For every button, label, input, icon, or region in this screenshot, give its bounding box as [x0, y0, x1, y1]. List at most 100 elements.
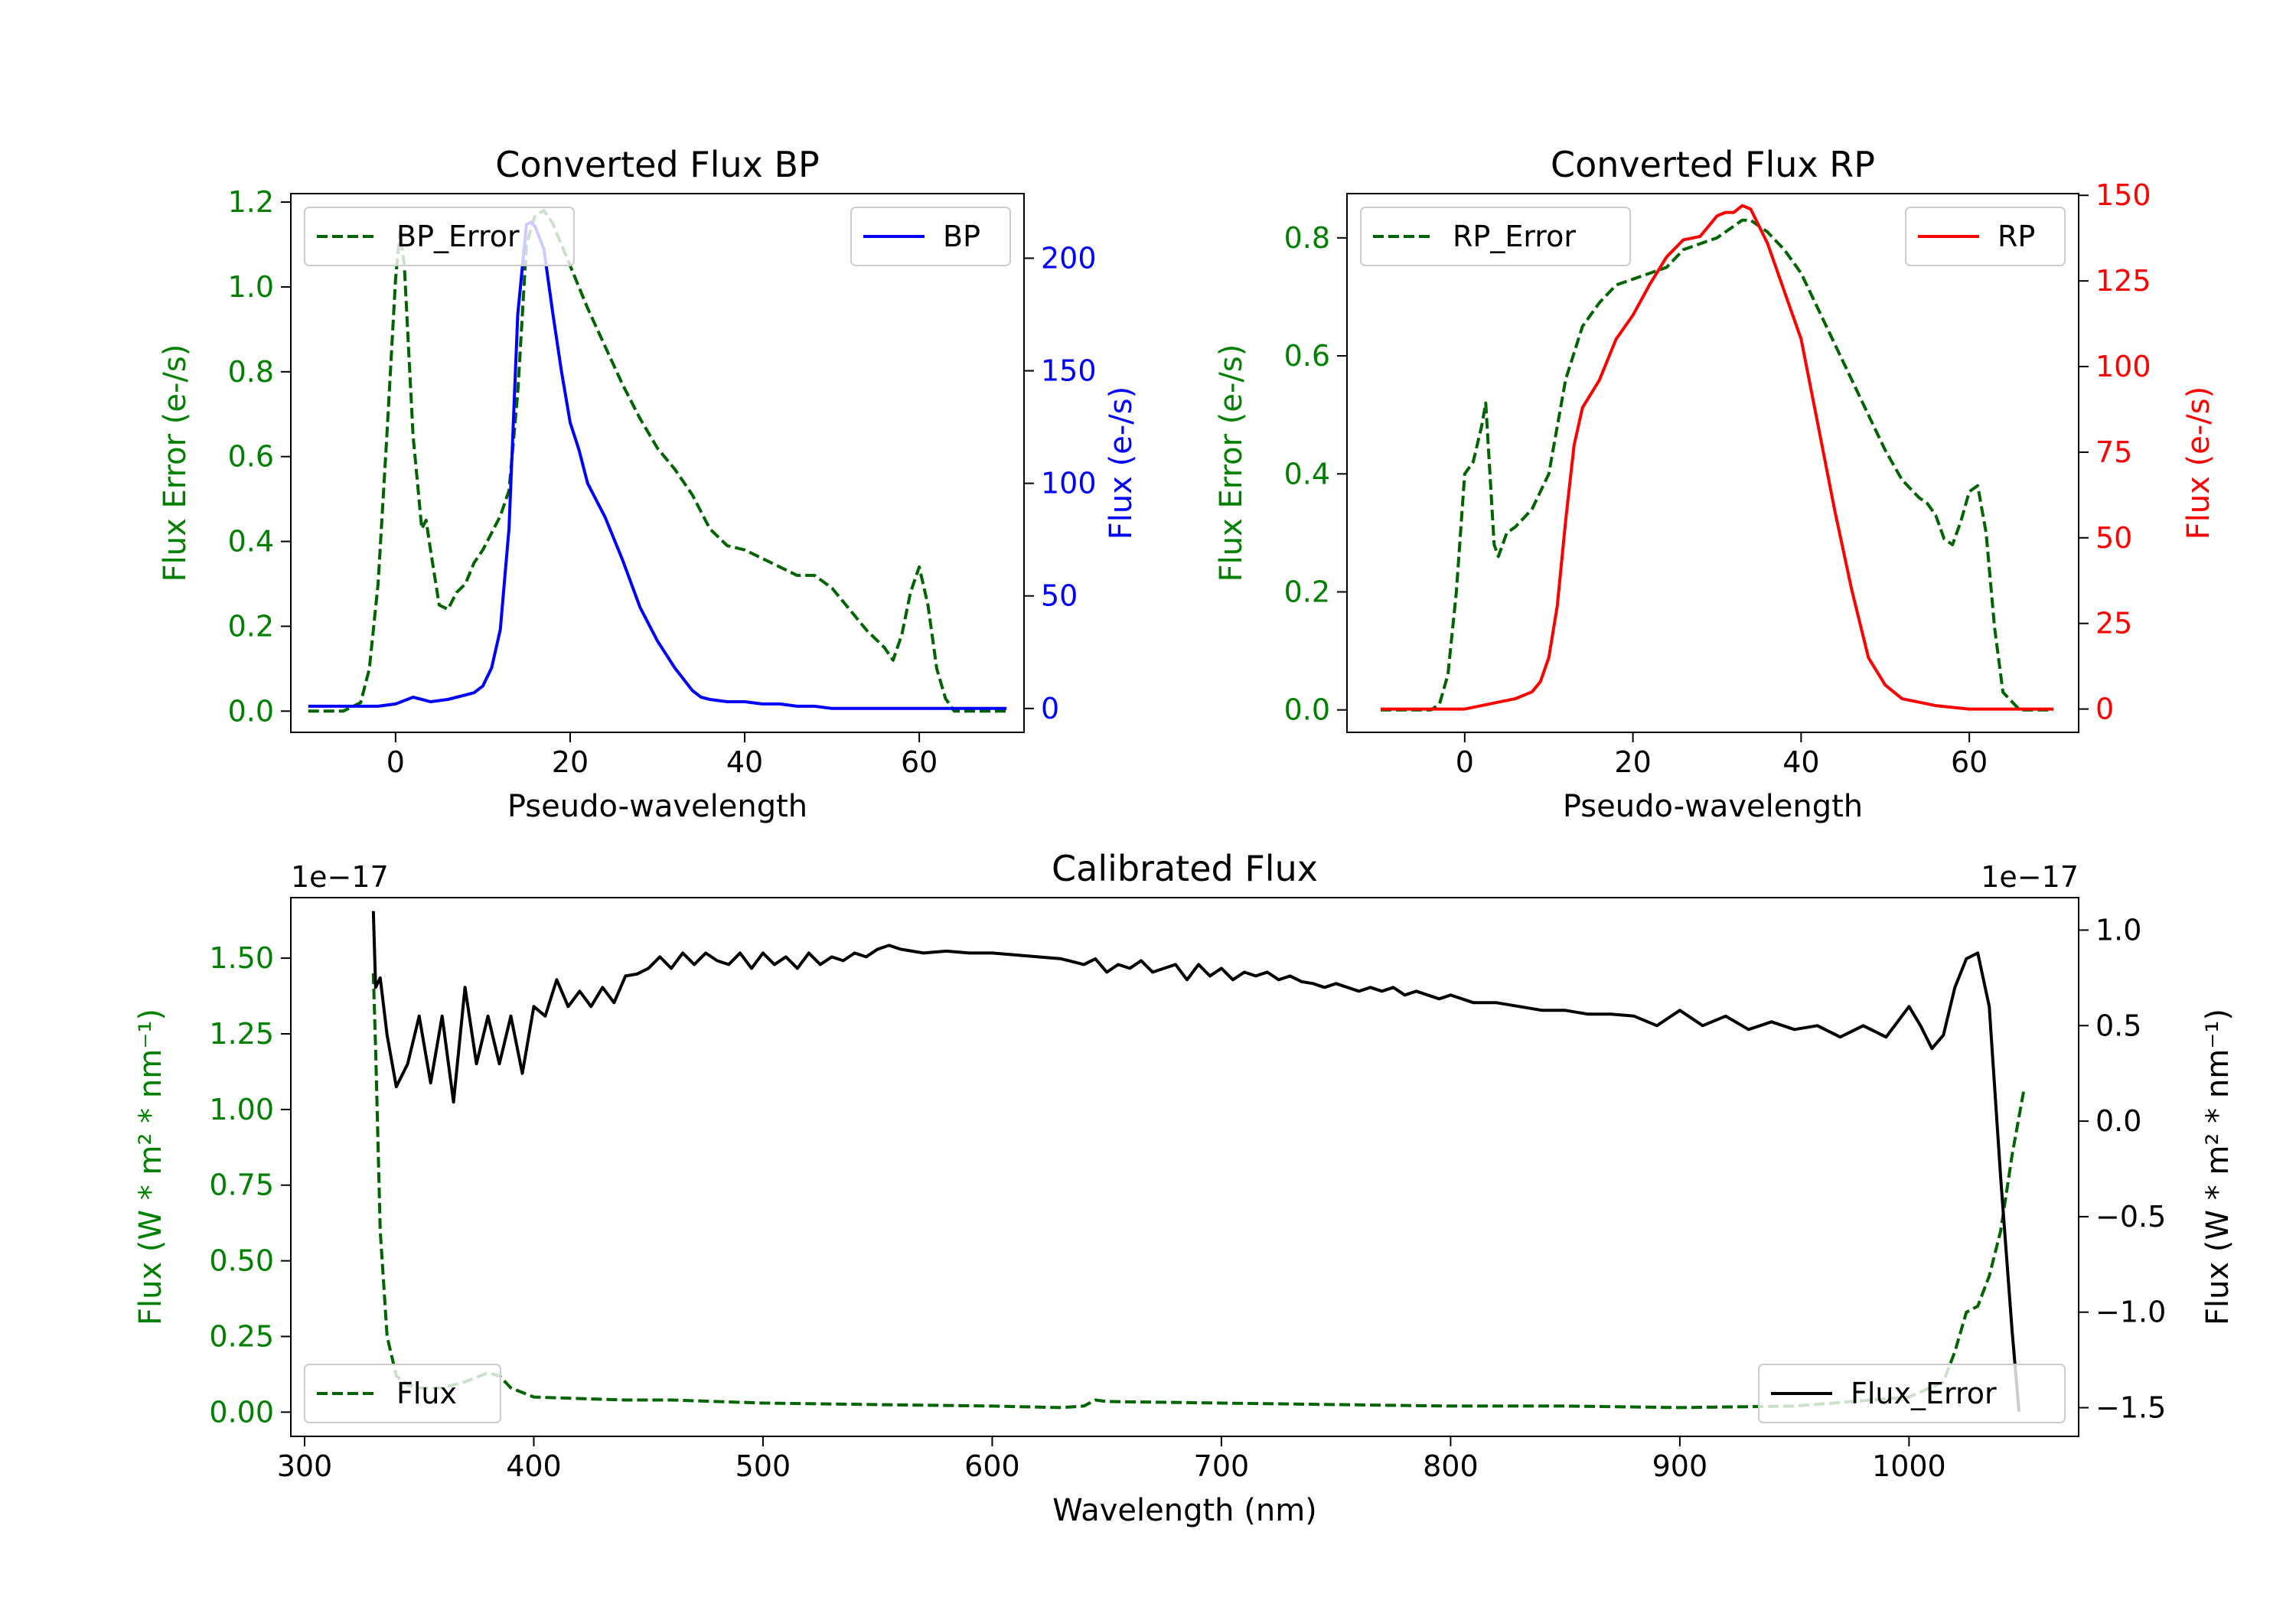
chart-panel-cal: 300 400 500 600 700 800 900 1000 0.00 0.25 0.50 0.7… [133, 848, 2236, 1528]
x-tick-label: 500 [735, 1449, 791, 1483]
y-tick-label-left: 0.0 [228, 694, 274, 728]
legend-flux-error: Flux_Error [1758, 1364, 2066, 1423]
x-tick-label: 800 [1423, 1449, 1479, 1483]
y-axis-label-right: Flux (W * m² * nm⁻¹) [2200, 1009, 2236, 1325]
y-tick-label-right: 1.0 [2095, 913, 2141, 947]
chart-title: Converted Flux BP [495, 144, 820, 185]
legend-bp-error: BP_Error [304, 207, 575, 266]
y-tick-label-left: 0.2 [1284, 575, 1330, 608]
y-tick-label-right: 0.0 [2095, 1104, 2141, 1138]
y-tick-label-left: 1.25 [209, 1017, 274, 1051]
y-axis-label-left: Flux (W * m² * nm⁻¹) [133, 1009, 168, 1325]
legend-label: RP_Error [1453, 220, 1576, 253]
y-tick-label-right: −1.5 [2095, 1391, 2166, 1425]
y-tick-label-right: 0.5 [2095, 1009, 2141, 1042]
y-tick-label-left: 0.0 [1284, 693, 1330, 727]
legend-box [1905, 207, 2066, 266]
y-tick-label-left: 0.25 [209, 1319, 274, 1353]
legend-rp-error: RP_Error [1360, 207, 1631, 266]
x-tick-label: 1000 [1872, 1449, 1946, 1483]
y-tick-label-right: 150 [1041, 354, 1097, 388]
x-tick-label: 400 [506, 1449, 562, 1483]
x-tick-label: 20 [1614, 745, 1651, 779]
y-tick-label-left: 0.6 [228, 440, 274, 474]
series-group [371, 911, 2026, 1412]
x-axis-label: Wavelength (nm) [1052, 1493, 1317, 1528]
y-tick-label-right: 0 [1041, 692, 1059, 725]
y-tick-label-left: 0.8 [1284, 221, 1330, 255]
x-tick-label: 60 [1951, 745, 1988, 779]
y-tick-label-right: 125 [2095, 264, 2151, 298]
offset-label-right: 1e−17 [1981, 860, 2079, 894]
y-tick-label-right: 100 [1041, 467, 1097, 500]
y-tick-label-left: 0.6 [1284, 339, 1330, 373]
y-tick-label-right: 25 [2095, 607, 2132, 641]
x-tick-label: 0 [386, 745, 405, 779]
y-tick-label-left: 1.00 [209, 1093, 274, 1126]
legend-box [1360, 207, 1631, 266]
y-tick-label-left: 0.4 [1284, 457, 1330, 491]
series-group [1381, 204, 2053, 712]
y-tick-label-left: 0.00 [209, 1395, 274, 1429]
legend-bp: BP [850, 207, 1011, 266]
series-line-rp [1381, 204, 2053, 711]
x-tick-label: 600 [964, 1449, 1020, 1483]
legend-box [1758, 1364, 2066, 1423]
x-tick-label: 40 [1782, 745, 1819, 779]
legend-rp: RP [1905, 207, 2066, 266]
legend-label: Flux [396, 1377, 457, 1410]
legend-label: Flux_Error [1851, 1377, 1997, 1410]
y-tick-label-left: 0.8 [228, 355, 274, 389]
axes-frame [290, 193, 1025, 733]
offset-label-left: 1e−17 [291, 860, 389, 894]
y-axis-label-right: Flux (e-/s) [2181, 386, 2216, 539]
y-tick-label-right: 0 [2095, 693, 2114, 726]
x-tick-label: 700 [1194, 1449, 1250, 1483]
y-tick-label-right: 50 [1041, 579, 1078, 613]
series-line-bp-error [308, 209, 1007, 713]
y-tick-label-right: −1.0 [2095, 1296, 2166, 1329]
legend-label: RP [1998, 220, 2035, 253]
series-line-bp [308, 220, 1007, 710]
series-line-flux [371, 911, 2021, 1412]
chart-panel-rp: 0 20 40 60 0.0 0.2 0.4 0.6 0.8 0 25 50 75 100 125 150 Co… [1214, 144, 2216, 824]
y-tick-label-right: 75 [2095, 435, 2132, 469]
x-tick-label: 300 [277, 1449, 333, 1483]
y-tick-label-right: 100 [2095, 350, 2151, 383]
legend-box [304, 1364, 501, 1423]
chart-title: Calibrated Flux [1052, 848, 1318, 889]
series-line-rp-error [1381, 218, 2053, 712]
chart-panel-bp: 0 20 40 60 0.0 0.2 0.4 0.6 0.8 1.0 1.2 0 50 100 150 200… [158, 144, 1139, 824]
legend-label: BP [943, 220, 980, 253]
y-tick-label-right: 200 [1041, 241, 1097, 275]
y-tick-label-left: 1.50 [209, 941, 274, 975]
y-axis-label-right: Flux (e-/s) [1104, 386, 1139, 539]
axes-frame [1346, 193, 2079, 733]
series-line-flux-error [371, 973, 2026, 1410]
y-tick-label-left: 0.4 [228, 525, 274, 559]
legend-flux: Flux [304, 1364, 501, 1423]
y-tick-label-right: −0.5 [2095, 1200, 2166, 1234]
y-tick-label-left: 1.2 [228, 185, 274, 219]
x-axis-label: Pseudo-wavelength [1563, 789, 1863, 824]
y-tick-label-right: 150 [2095, 178, 2151, 212]
y-tick-label-left: 0.75 [209, 1169, 274, 1202]
legend-label: BP_Error [396, 220, 520, 253]
y-tick-label-right: 50 [2095, 521, 2132, 555]
chart-title: Converted Flux RP [1551, 144, 1875, 185]
series-group [308, 209, 1007, 713]
x-tick-label: 20 [552, 745, 589, 779]
x-tick-label: 0 [1456, 745, 1474, 779]
y-tick-label-left: 0.2 [228, 609, 274, 643]
legend-box [850, 207, 1011, 266]
x-tick-label: 60 [901, 745, 938, 779]
y-axis-label-left: Flux Error (e-/s) [1214, 344, 1249, 582]
x-tick-label: 900 [1652, 1449, 1708, 1483]
x-axis-label: Pseudo-wavelength [507, 789, 807, 824]
legend-box [304, 207, 575, 266]
axes-frame [290, 897, 2079, 1437]
y-tick-label-left: 0.50 [209, 1244, 274, 1278]
y-tick-label-left: 1.0 [228, 270, 274, 304]
y-axis-label-left: Flux Error (e-/s) [158, 344, 193, 582]
